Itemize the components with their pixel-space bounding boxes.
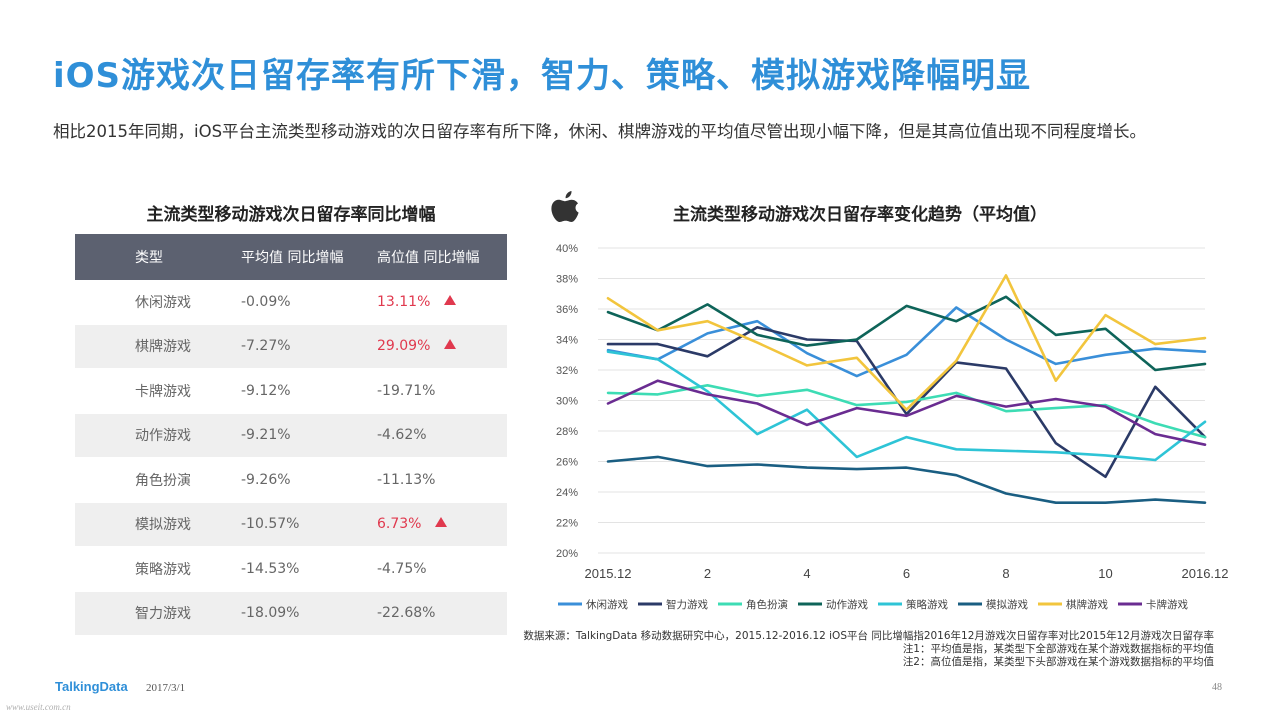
cell-high-value: -11.13% xyxy=(377,471,436,488)
x-tick-label: 6 xyxy=(903,566,910,581)
table-title: 主流类型移动游戏次日留存率同比增幅 xyxy=(146,205,436,225)
cell-type: 策略游戏 xyxy=(75,546,241,592)
source-line-1: 数据来源：TalkingData 移动数据研究中心，2015.12-2016.1… xyxy=(523,630,1214,642)
cell-avg: -9.21% xyxy=(241,413,377,458)
line-chart: 20% 22% 24% 26% 28% 30% 32% 34% 36% 38% 40% 2015.12… xyxy=(556,243,1229,611)
header-type: 类型 xyxy=(75,234,241,280)
cell-high-value: -19.71% xyxy=(377,382,436,399)
table-row: 休闲游戏 -0.09% 13.11% xyxy=(75,280,507,325)
cell-type: 角色扮演 xyxy=(75,457,241,503)
growth-table: 类型 平均值 同比增幅 高位值 同比增幅 休闲游戏 -0.09% 13.11% 棋牌游… xyxy=(75,234,507,636)
watermark: www.useit.com.cn xyxy=(6,702,71,712)
cell-type: 休闲游戏 xyxy=(75,280,241,325)
y-tick-label: 34% xyxy=(556,335,578,347)
y-tick-label: 30% xyxy=(556,396,578,408)
talkingdata-logo: TalkingData xyxy=(55,679,128,694)
header-avg: 平均值 同比增幅 xyxy=(241,234,377,280)
cell-high-value: 29.09% xyxy=(377,338,431,355)
source-note: 数据来源：TalkingData 移动数据研究中心，2015.12-2016.1… xyxy=(523,630,1214,669)
y-tick-label: 36% xyxy=(556,304,578,316)
cell-type: 智力游戏 xyxy=(75,591,241,636)
cell-high-value: -22.68% xyxy=(377,605,436,622)
page-number: 48 xyxy=(1212,682,1222,693)
legend-label: 智力游戏 xyxy=(666,598,708,611)
x-tick-label: 2016.12 xyxy=(1182,566,1229,581)
table-row: 角色扮演 -9.26% -11.13% xyxy=(75,457,507,503)
table-row: 卡牌游戏 -9.12% -19.71% xyxy=(75,368,507,414)
table-body: 休闲游戏 -0.09% 13.11% 棋牌游戏 -7.27% 29.09% 卡牌游戏 -9.1… xyxy=(75,280,507,636)
cell-avg: -14.53% xyxy=(241,546,377,592)
cell-high-value: 6.73% xyxy=(377,516,422,533)
apple-icon xyxy=(551,191,579,222)
series-line xyxy=(606,295,1207,372)
cell-avg: -10.57% xyxy=(241,502,377,547)
page-subtitle: 相比2015年同期，iOS平台主流类型移动游戏的次日留存率有所下降，休闲、棋牌游… xyxy=(53,122,1147,141)
cell-avg: -0.09% xyxy=(241,280,377,325)
cell-avg: -9.26% xyxy=(241,457,377,503)
source-line-3: 注2：高位值是指，某类型下头部游戏在某个游戏数据指标的平均值 xyxy=(902,656,1214,668)
series-line xyxy=(606,274,1207,411)
up-triangle-icon xyxy=(444,294,457,305)
y-tick-label: 22% xyxy=(556,518,578,530)
x-tick-label: 4 xyxy=(803,566,810,581)
series-line xyxy=(606,326,1207,479)
cell-avg: -7.27% xyxy=(241,324,377,369)
cell-type: 模拟游戏 xyxy=(75,502,241,547)
table-row: 棋牌游戏 -7.27% 29.09% xyxy=(75,324,507,369)
series-line xyxy=(606,350,1207,462)
y-tick-label: 32% xyxy=(556,365,578,377)
cell-avg: -18.09% xyxy=(241,591,377,636)
legend-label: 卡牌游戏 xyxy=(1146,598,1188,611)
table-row: 策略游戏 -14.53% -4.75% xyxy=(75,546,507,592)
legend-label: 休闲游戏 xyxy=(586,598,628,611)
cell-high: 29.09% xyxy=(377,324,507,369)
cell-type: 动作游戏 xyxy=(75,413,241,458)
cell-type: 棋牌游戏 xyxy=(75,324,241,369)
series-line xyxy=(606,384,1207,439)
legend-label: 模拟游戏 xyxy=(986,598,1028,611)
chart-title: 主流类型移动游戏次日留存率变化趋势（平均值） xyxy=(673,205,1047,225)
cell-type: 卡牌游戏 xyxy=(75,368,241,414)
x-tick-label: 10 xyxy=(1098,566,1112,581)
x-tick-label: 2015.12 xyxy=(585,566,632,581)
cell-high: -11.13% xyxy=(377,457,507,503)
cell-high: -4.62% xyxy=(377,413,507,458)
x-tick-label: 8 xyxy=(1002,566,1009,581)
y-tick-label: 26% xyxy=(556,457,578,469)
cell-high: 6.73% xyxy=(377,502,507,547)
footer-date: 2017/3/1 xyxy=(146,682,186,694)
up-triangle-icon xyxy=(444,339,457,350)
series-line xyxy=(606,379,1207,446)
header-high: 高位值 同比增幅 xyxy=(377,234,507,280)
table-row: 动作游戏 -9.21% -4.62% xyxy=(75,413,507,458)
y-tick-label: 38% xyxy=(556,274,578,286)
page-title: iOS游戏次日留存率有所下滑，智力、策略、模拟游戏降幅明显 xyxy=(53,56,1032,96)
legend-label: 角色扮演 xyxy=(746,598,788,611)
table-row: 智力游戏 -18.09% -22.68% xyxy=(75,591,507,636)
legend-label: 策略游戏 xyxy=(906,598,948,611)
series-line xyxy=(606,306,1207,378)
y-tick-label: 20% xyxy=(556,548,578,560)
cell-high-value: -4.62% xyxy=(377,427,427,444)
cell-high-value: -4.75% xyxy=(377,560,427,577)
cell-high-value: 13.11% xyxy=(377,293,431,310)
series-line xyxy=(606,455,1207,505)
table-header-row: 类型 平均值 同比增幅 高位值 同比增幅 xyxy=(75,234,507,280)
source-line-2: 注1：平均值是指，某类型下全部游戏在某个游戏数据指标的平均值 xyxy=(902,643,1214,655)
cell-high: -19.71% xyxy=(377,368,507,414)
y-tick-label: 40% xyxy=(556,243,578,255)
legend-label: 动作游戏 xyxy=(826,598,868,611)
y-tick-label: 24% xyxy=(556,487,578,499)
cell-high: -4.75% xyxy=(377,546,507,592)
x-tick-label: 2 xyxy=(704,566,711,581)
up-triangle-icon xyxy=(435,517,448,528)
table-row: 模拟游戏 -10.57% 6.73% xyxy=(75,502,507,547)
cell-high: 13.11% xyxy=(377,280,507,325)
y-tick-label: 28% xyxy=(556,426,578,438)
cell-avg: -9.12% xyxy=(241,368,377,414)
cell-high: -22.68% xyxy=(377,591,507,636)
legend-label: 棋牌游戏 xyxy=(1066,598,1108,611)
